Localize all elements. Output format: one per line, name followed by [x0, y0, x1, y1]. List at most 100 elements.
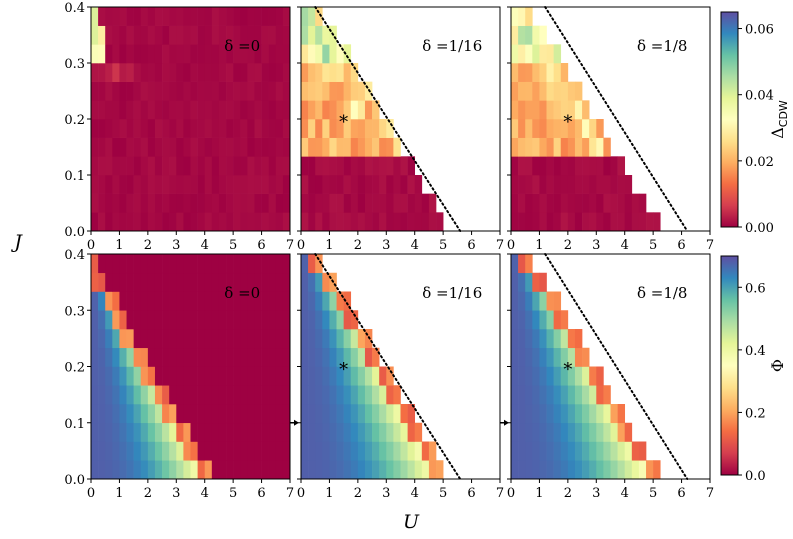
heatmap-cell [169, 119, 177, 138]
heatmap-cell [112, 272, 120, 292]
heatmap-cell [532, 25, 540, 45]
heatmap-cell [386, 119, 394, 138]
boundary-line [314, 253, 462, 480]
heatmap-cell [567, 193, 576, 213]
heatmap-cell [169, 193, 177, 213]
heatmap-cell [133, 81, 142, 101]
heatmap-cell [98, 193, 106, 213]
heatmap-cell [322, 193, 330, 213]
heatmap-cell [553, 366, 562, 386]
heatmap-cell [147, 81, 156, 101]
heatmap-cell [218, 329, 227, 349]
heatmap-cell [247, 366, 255, 386]
heatmap-cell [183, 100, 191, 120]
heatmap-cell [322, 100, 330, 120]
heatmap-cell [546, 81, 554, 101]
heatmap-cell [169, 44, 177, 64]
heatmap-cell [546, 441, 554, 461]
heatmap-cell [386, 366, 394, 386]
heatmap-cell [546, 404, 554, 424]
heatmap-cell [197, 460, 206, 480]
heatmap-cell [308, 347, 316, 367]
heatmap-cell [133, 100, 142, 120]
heatmap-cell [183, 366, 191, 386]
heatmap-cell [162, 119, 170, 138]
heatmap-cell [357, 137, 366, 157]
heatmap-cell [301, 212, 309, 232]
heatmap-cell [190, 119, 198, 138]
heatmap-cell [525, 212, 533, 232]
heatmap-cell [532, 156, 540, 176]
heatmap-cell [589, 193, 597, 213]
heatmap-cell [162, 100, 170, 120]
heatmap-cell [322, 175, 330, 194]
heatmap-cell [119, 272, 127, 292]
heatmap-cell [98, 422, 106, 442]
panel-bottom-2: * δ =1/8 0 1 2 3 4 5 6 7 [500, 253, 714, 501]
heatmap-cell [553, 422, 562, 442]
heatmap-cell [218, 254, 227, 274]
colorbar-gradient [720, 11, 739, 228]
x-tick-label: 3 [382, 486, 390, 501]
heatmap-cell [596, 193, 604, 213]
heatmap-cell [350, 404, 359, 424]
heatmap-cell [567, 329, 576, 349]
heatmap-cell [133, 310, 142, 330]
heatmap-cell [400, 175, 408, 194]
heatmap-cell [275, 385, 284, 405]
heatmap-cell [364, 137, 373, 157]
heatmap-cell [126, 254, 134, 274]
x-tick-label: 5 [229, 486, 237, 501]
x-tick-label: 5 [439, 486, 447, 501]
heatmap-cell [105, 212, 113, 232]
heatmap-cell [567, 404, 576, 424]
heatmap-cell [603, 441, 611, 461]
heatmap-cell [322, 272, 330, 292]
heatmap-cell [154, 291, 163, 311]
heatmap-cell [226, 137, 234, 157]
heatmap-cell [603, 137, 611, 157]
heatmap-cell [357, 347, 366, 367]
heatmap-cell [589, 156, 597, 176]
heatmap-cell [553, 175, 562, 194]
heatmap-cell [518, 310, 526, 330]
heatmap-cell [617, 193, 626, 213]
heatmap-cell [308, 366, 316, 386]
heatmap-cell [218, 7, 227, 26]
heatmap-cell [240, 119, 248, 138]
heatmap-cell [247, 175, 255, 194]
heatmap-cell [140, 254, 149, 274]
heatmap-cell [518, 7, 526, 26]
heatmap-cell [119, 385, 127, 405]
heatmap-cell [98, 44, 106, 64]
heatmap-cell [162, 254, 170, 274]
heatmap-cell [553, 119, 562, 138]
heatmap-cell [226, 44, 234, 64]
heatmap-cell [169, 291, 177, 311]
heatmap-cell [133, 404, 142, 424]
heatmap-cell [518, 460, 526, 480]
heatmap-cell [539, 404, 547, 424]
heatmap-cell [518, 347, 526, 367]
heatmap-cell [190, 291, 198, 311]
heatmap-cell [226, 385, 234, 405]
heatmap-cell [329, 366, 337, 386]
heatmap-cell [112, 44, 120, 64]
heatmap-cell [218, 44, 227, 64]
heatmap-cell [119, 175, 127, 194]
heatmap-cell [169, 385, 177, 405]
heatmap-cell [154, 25, 163, 45]
x-tick-label: 7 [706, 238, 714, 253]
heatmap-cell [147, 460, 156, 480]
heatmap-cell [261, 272, 269, 292]
heatmap-cell [211, 347, 220, 367]
heatmap-cell [282, 422, 291, 442]
heatmap-cell [162, 291, 170, 311]
heatmap-cell [301, 63, 309, 82]
heatmap-cell [308, 272, 316, 292]
heatmap-cell [282, 193, 291, 213]
x-tick-label: 4 [621, 486, 629, 501]
heatmap-cell [275, 272, 284, 292]
heatmap-cell [126, 137, 134, 157]
heatmap-cell [539, 310, 547, 330]
